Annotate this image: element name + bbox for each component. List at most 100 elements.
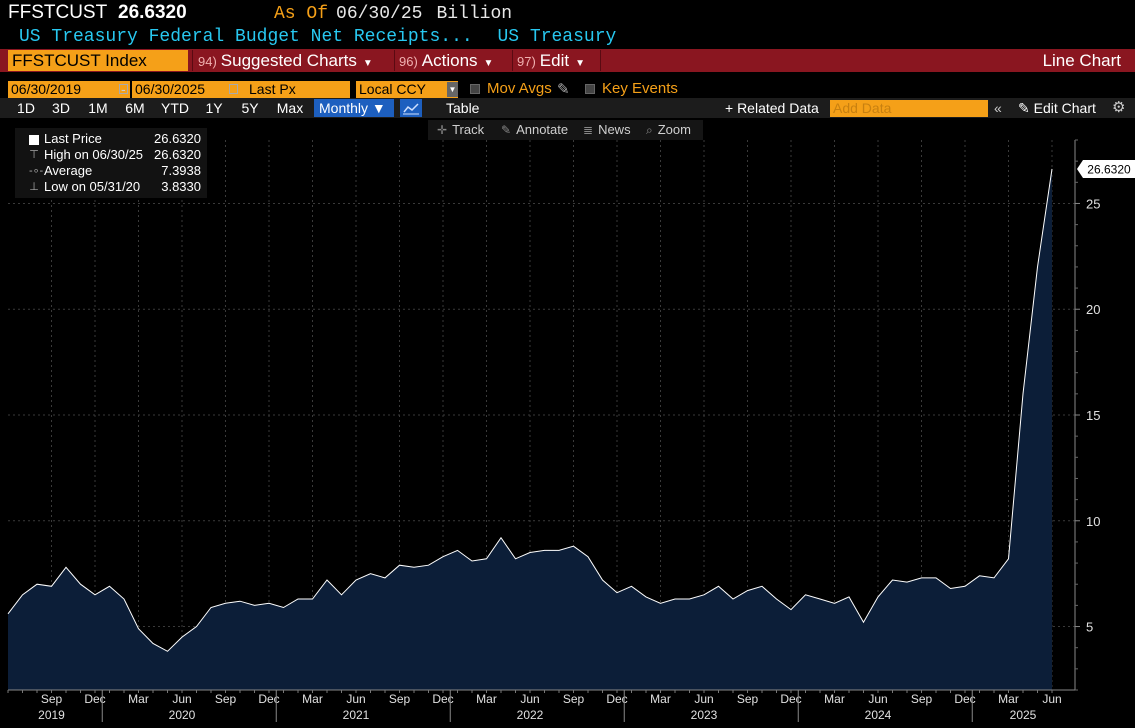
legend-label: Last Price xyxy=(44,131,102,146)
x-tick-label: Mar xyxy=(128,692,149,706)
range-6m-button[interactable]: 6M xyxy=(125,100,145,116)
chart-type-label[interactable]: Line Chart xyxy=(1042,51,1121,70)
gear-icon[interactable]: ⚙ xyxy=(1112,99,1126,116)
x-tick-label: Mar xyxy=(302,692,323,706)
y-tick-label: 15 xyxy=(1086,408,1100,423)
news-icon: ≣ xyxy=(583,123,594,137)
menu-number: 97) xyxy=(517,54,536,69)
last-price-label: 26.6320 xyxy=(1077,159,1135,178)
legend-label: Low on 05/31/20 xyxy=(44,179,141,194)
actions-menu[interactable]: 96) Actions ▼ xyxy=(399,50,493,71)
x-tick-label: Jun xyxy=(346,692,365,706)
last-price: 26.6320 xyxy=(118,2,187,23)
end-date-input[interactable]: 06/30/2025 xyxy=(132,81,254,98)
chart-grid xyxy=(8,140,1075,690)
x-tick-label: Dec xyxy=(780,692,801,706)
start-date-input[interactable]: 06/30/2019 xyxy=(8,81,130,98)
track-button[interactable]: ✛ Track xyxy=(437,121,484,139)
x-tick-label: Mar xyxy=(476,692,497,706)
range-1d-button[interactable]: 1D xyxy=(17,100,35,116)
annotate-button[interactable]: ✎ Annotate xyxy=(501,121,568,139)
x-tick-label: Sep xyxy=(389,692,411,706)
menu-bar xyxy=(0,49,1135,72)
x-year-label: 2025 xyxy=(1010,708,1037,722)
range-max-button[interactable]: Max xyxy=(276,100,304,116)
legend-low-row[interactable]: ⊥ Low on 05/31/20 3.8330 xyxy=(15,179,207,195)
as-of-label: As Of xyxy=(274,4,329,24)
edit-chart-button[interactable]: ✎ Edit Chart xyxy=(1018,100,1096,116)
legend-value: 26.6320 xyxy=(154,131,201,146)
zoom-label: Zoom xyxy=(657,122,691,137)
dropdown-icon[interactable]: ▼ xyxy=(447,82,458,97)
caret-down-icon: ▼ xyxy=(575,58,585,69)
x-tick-label: Sep xyxy=(41,692,63,706)
x-tick-label: Sep xyxy=(563,692,585,706)
range-5y-button[interactable]: 5Y xyxy=(241,100,259,116)
source-label: US Treasury xyxy=(497,27,617,47)
legend-value: 26.6320 xyxy=(154,147,201,162)
x-year-label: 2019 xyxy=(38,708,65,722)
collapse-chevrons-icon[interactable]: « xyxy=(994,100,1002,116)
edit-menu[interactable]: 97) Edit ▼ xyxy=(517,50,585,71)
x-tick-label: Sep xyxy=(911,692,933,706)
legend-label: High on 06/30/25 xyxy=(44,147,144,162)
range-1y-button[interactable]: 1Y xyxy=(205,100,223,116)
calendar-icon[interactable] xyxy=(119,84,128,94)
security-input[interactable]: FFSTCUST Index xyxy=(8,50,188,71)
menu-separator xyxy=(394,50,395,71)
x-tick-label: Dec xyxy=(432,692,453,706)
x-year-label: 2021 xyxy=(343,708,370,722)
legend-value: 7.3938 xyxy=(161,163,201,178)
range-ytd-button[interactable]: YTD xyxy=(161,100,189,116)
x-tick-label: Jun xyxy=(868,692,887,706)
x-tick-label: Mar xyxy=(998,692,1019,706)
legend-average-row[interactable]: -∘- Average 7.3938 xyxy=(15,163,207,179)
line-chart-icon[interactable] xyxy=(400,99,422,117)
x-tick-label: Dec xyxy=(606,692,627,706)
security-description: US Treasury Federal Budget Net Receipts.… xyxy=(19,27,473,47)
currency-select[interactable]: Local CCY xyxy=(356,81,458,98)
legend-last-row[interactable]: Last Price 26.6320 xyxy=(15,131,207,147)
legend-value: 3.8330 xyxy=(161,179,201,194)
zoom-button[interactable]: ⌕ Zoom xyxy=(646,121,691,139)
unit-label: Billion xyxy=(436,4,513,24)
x-tick-label: Jun xyxy=(520,692,539,706)
series-line xyxy=(7,168,1053,652)
as-of-date: 06/30/25 xyxy=(336,4,423,24)
mov-avgs-checkbox[interactable] xyxy=(470,84,480,94)
news-button[interactable]: ≣ News xyxy=(583,121,631,139)
x-tick-label: Mar xyxy=(650,692,671,706)
range-3d-button[interactable]: 3D xyxy=(52,100,70,116)
x-year-label: 2022 xyxy=(517,708,544,722)
add-data-input[interactable]: Add Data xyxy=(830,100,988,117)
related-data-button[interactable]: + Related Data xyxy=(725,100,819,116)
key-events-checkbox[interactable] xyxy=(585,84,595,94)
header-row: FFSTCUST 26.6320 As Of 06/30/25 Billion xyxy=(8,2,512,24)
mov-avgs-label[interactable]: Mov Avgs xyxy=(487,80,552,97)
x-tick-label: Dec xyxy=(84,692,105,706)
high-marker-icon: ⊤ xyxy=(29,149,39,161)
calendar-icon[interactable] xyxy=(229,84,238,94)
last-price-flag xyxy=(1077,159,1135,178)
menu-label: Suggested Charts xyxy=(220,51,357,70)
x-tick-label: Jun xyxy=(694,692,713,706)
x-axis: Sep Dec Mar Jun Sep Dec Mar Jun Sep Dec Mar Jun Sep D… xyxy=(7,689,1075,722)
x-tick-label: Dec xyxy=(258,692,279,706)
legend-high-row[interactable]: ⊤ High on 06/30/25 26.6320 xyxy=(15,147,207,163)
pencil-icon[interactable]: ✎ xyxy=(557,81,570,98)
frequency-select[interactable]: Monthly ▼ xyxy=(314,99,394,117)
ticker: FFSTCUST xyxy=(8,2,108,23)
series-swatch xyxy=(29,135,39,145)
field-select[interactable]: Last Px xyxy=(246,81,350,98)
x-tick-label: Dec xyxy=(954,692,975,706)
range-1m-button[interactable]: 1M xyxy=(88,100,108,116)
menu-separator xyxy=(192,50,193,71)
menu-label: Edit xyxy=(539,51,570,70)
suggested-charts-menu[interactable]: 94) Suggested Charts ▼ xyxy=(198,50,373,71)
legend: Last Price 26.6320 ⊤ High on 06/30/25 26… xyxy=(15,128,207,198)
key-events-label[interactable]: Key Events xyxy=(602,80,678,97)
menu-number: 94) xyxy=(198,54,217,69)
table-button[interactable]: Table xyxy=(446,100,480,116)
annotate-label: Annotate xyxy=(516,122,569,137)
